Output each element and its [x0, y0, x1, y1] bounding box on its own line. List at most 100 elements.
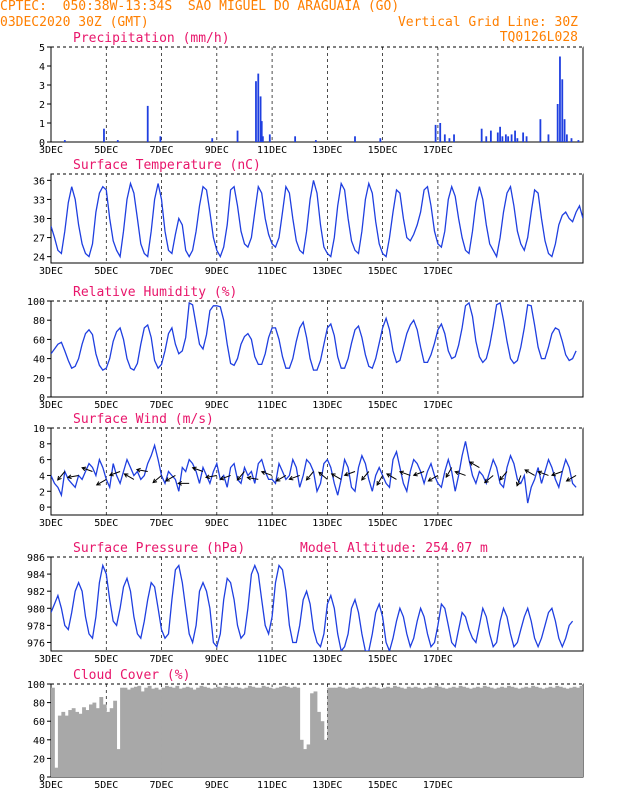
cloud-bar: [285, 686, 290, 777]
wind-arrowhead: [236, 475, 242, 481]
x-tick-label: 11DEC: [257, 266, 287, 277]
cloud-bar: [572, 686, 577, 777]
cloud-bar: [551, 687, 556, 777]
cloud-bar: [458, 685, 463, 777]
panel-2: 3DEC 5DEC 7DEC 9DEC 11DEC 13DEC 15DEC 17DEC 0 20 4…: [27, 285, 584, 411]
wind-vector: [289, 474, 300, 480]
y-tick-label: 60: [33, 717, 45, 728]
y-tick-label: 36: [33, 176, 45, 187]
precip-bar: [268, 134, 271, 142]
x-tick-label: 7DEC: [149, 400, 173, 411]
cloud-bar: [517, 688, 522, 777]
wind-arrowhead: [454, 470, 460, 476]
y-tick-label: 6: [39, 456, 45, 467]
precip-bar: [561, 79, 564, 142]
cloud-bar: [486, 686, 491, 777]
wind-vector: [192, 467, 204, 472]
wind-arrowhead: [275, 477, 281, 482]
x-tick-label: 7DEC: [149, 518, 173, 529]
cloud-bar: [68, 710, 73, 777]
cloud-bar: [282, 685, 287, 777]
cloud-bar: [241, 688, 245, 777]
cloud-bar: [510, 686, 515, 777]
wind-vector: [445, 467, 453, 478]
x-tick-label: 9DEC: [205, 145, 229, 156]
wind-arrowhead: [260, 470, 266, 476]
precip-bar: [485, 136, 488, 142]
cloud-bar: [341, 687, 346, 777]
precip-bar: [448, 138, 451, 142]
cloud-bar: [127, 689, 131, 777]
y-tick-label: 1: [39, 119, 45, 130]
wind-vector: [261, 471, 273, 476]
y-tick-label: 40: [33, 355, 45, 366]
cloud-bar: [64, 715, 69, 777]
series-line: [51, 180, 583, 259]
y-tick-label: 80: [33, 316, 45, 327]
y-tick-label: 100: [27, 680, 45, 691]
cloud-bar: [165, 685, 169, 777]
cloud-bar: [386, 686, 390, 777]
wind-arrowhead: [219, 475, 225, 481]
precip-bar: [504, 134, 507, 142]
cloud-bar: [320, 721, 325, 777]
x-tick-label: 9DEC: [205, 518, 229, 529]
y-tick-label: 2: [39, 100, 45, 111]
cloud-bar: [171, 687, 176, 777]
cloud-bar: [406, 686, 411, 777]
panel-title: Cloud Cover (%): [73, 668, 190, 683]
cloud-bar: [448, 687, 453, 777]
wind-vector: [537, 471, 549, 476]
x-tick-label: 5DEC: [94, 145, 118, 156]
cloud-bar: [475, 686, 480, 777]
cloud-bar: [95, 708, 100, 777]
wind-arrowhead: [57, 475, 62, 481]
cloud-bar: [206, 687, 211, 777]
wind-vector: [57, 471, 66, 481]
x-tick-label: 11DEC: [257, 518, 287, 529]
wind-vector: [318, 471, 328, 480]
precip-bar: [559, 56, 561, 142]
x-tick-label: 15DEC: [368, 145, 398, 156]
wind-vector: [551, 471, 563, 476]
cloud-bar: [92, 702, 97, 777]
y-tick-label: 3: [39, 81, 45, 92]
cloud-bar: [351, 686, 356, 777]
wind-arrowhead: [177, 481, 182, 486]
station-title: CPTEC: 050:38W-13:34S SAO MIGUEL DO ARAG…: [0, 0, 400, 14]
wind-vector: [469, 461, 480, 468]
y-tick-label: 0: [39, 138, 45, 149]
cloud-bar: [85, 710, 90, 777]
wind-vector: [165, 475, 176, 482]
cloud-bar: [192, 689, 197, 777]
precip-bar: [236, 130, 239, 142]
wind-vector: [124, 473, 135, 480]
precip-bar: [443, 134, 446, 142]
precip-bar: [211, 138, 214, 142]
cloud-bar: [261, 685, 266, 777]
cloud-bar: [227, 686, 232, 777]
precip-bar: [507, 136, 510, 142]
cloud-bar: [151, 688, 156, 777]
y-tick-label: 33: [33, 195, 45, 206]
wind-vector: [344, 471, 356, 476]
precip-bar: [496, 132, 499, 142]
x-tick-label: 9DEC: [205, 266, 229, 277]
cloud-bar: [168, 686, 173, 777]
wind-arrowhead: [524, 469, 530, 474]
precip-bar: [501, 136, 504, 142]
cloud-bar: [507, 685, 511, 777]
x-tick-label: 11DEC: [257, 654, 287, 665]
precip-bar: [294, 136, 297, 142]
wind-vector: [428, 475, 439, 482]
y-tick-label: 30: [33, 215, 45, 226]
cloud-bar: [109, 708, 114, 777]
cloud-bar: [265, 686, 270, 777]
wind-vector: [331, 473, 342, 480]
wind-vector: [386, 473, 397, 480]
cloud-bar: [272, 688, 276, 777]
cloud-bar: [258, 687, 263, 777]
cloud-bar: [534, 686, 539, 777]
precip-bar: [259, 96, 262, 142]
panel-data: [51, 685, 583, 777]
